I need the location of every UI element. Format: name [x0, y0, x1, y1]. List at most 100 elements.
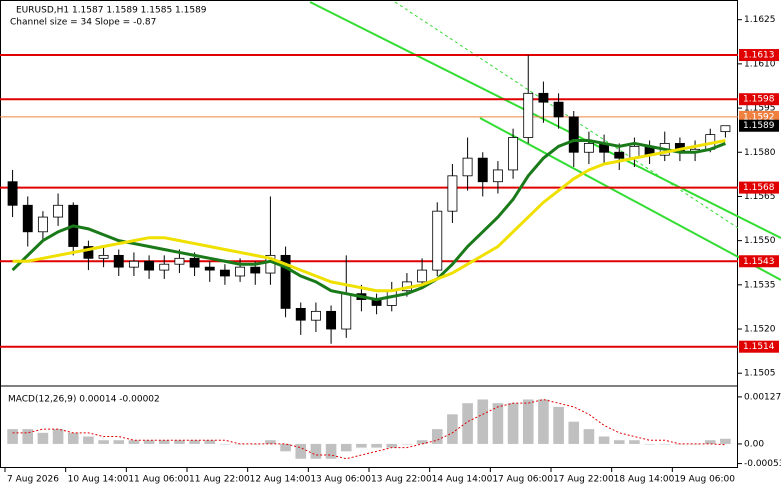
- candle-body: [432, 210, 443, 271]
- macd-bar: [447, 414, 458, 444]
- channel-mid: [394, 1, 739, 229]
- macd-bar: [431, 429, 443, 444]
- macd-bar: [295, 443, 307, 459]
- macd-bar: [310, 443, 322, 459]
- macd-bar: [189, 440, 200, 444]
- level-label-box: [739, 119, 779, 132]
- moving-average: [12, 138, 726, 293]
- macd-bar: [462, 403, 473, 444]
- moving-average: [11, 138, 726, 302]
- level-label: 1.1598: [743, 95, 775, 105]
- candle-body: [159, 263, 170, 271]
- candle-body: [7, 181, 18, 206]
- level-label-box: [739, 340, 779, 353]
- macd-bar: [583, 429, 595, 444]
- macd-bar: [113, 440, 125, 444]
- y-tick-label: -0.00053: [744, 459, 781, 469]
- macd-bar: [143, 440, 155, 444]
- candle-body: [280, 254, 291, 309]
- level-label: 1.1589: [743, 121, 775, 131]
- macd-bar: [356, 443, 367, 448]
- y-tick-label: 1.1580: [744, 148, 776, 158]
- y-tick-label: 1.1610: [744, 59, 776, 69]
- candle-body: [219, 269, 230, 277]
- y-tick-label: 0.00: [744, 439, 764, 449]
- candle-body: [553, 101, 564, 118]
- macd-bar: [98, 440, 109, 444]
- y-tick-label: 1.1505: [744, 369, 776, 379]
- candle-body: [22, 204, 33, 233]
- level-label: 1.1514: [743, 342, 775, 352]
- candle-body: [235, 266, 246, 277]
- channel-upper: [309, 1, 781, 239]
- y-tick-label: 0.00127: [744, 392, 781, 402]
- candle-body: [53, 204, 64, 218]
- candle-body: [417, 269, 428, 283]
- candle-body: [462, 157, 473, 177]
- candle-body: [614, 151, 625, 159]
- chart-subtitle: Channel size = 34 Slope = -0.87: [10, 18, 156, 28]
- macd-bar: [22, 429, 34, 444]
- macd-bar: [128, 440, 140, 444]
- candle-body: [341, 293, 352, 330]
- y-tick-label: 1.1565: [744, 192, 776, 202]
- candle-body: [128, 260, 139, 268]
- level-label-box: [739, 49, 779, 62]
- y-tick-label: 1.1520: [744, 325, 776, 335]
- candle-body: [37, 216, 48, 233]
- candle-body: [477, 157, 488, 183]
- x-tick-label: 10 Aug 14:00: [68, 475, 129, 485]
- x-tick-label: 11 Aug 22:00: [189, 475, 250, 485]
- candle-body: [583, 143, 594, 153]
- macd-bar: [704, 440, 716, 444]
- macd-bar: [265, 440, 276, 444]
- candle-body: [508, 137, 519, 171]
- candle-body: [189, 257, 200, 268]
- candle-body: [295, 307, 306, 321]
- macd-bar: [174, 440, 185, 444]
- x-tick-label: 11 Aug 06:00: [128, 475, 189, 485]
- candle-body: [83, 246, 94, 259]
- candle-body: [144, 260, 155, 271]
- x-tick-label: 18 Aug 14:00: [614, 475, 675, 485]
- macd-bar: [67, 432, 79, 444]
- y-tick-label: 1.1595: [744, 104, 776, 114]
- x-tick-label: 13 Aug 06:00: [310, 475, 371, 485]
- candle-body: [326, 310, 337, 330]
- macd-title: MACD(12,26,9) 0.00014 -0.00002: [8, 395, 160, 405]
- macd-bar: [416, 440, 428, 444]
- candle-body: [538, 92, 549, 103]
- level-label: 1.1568: [743, 183, 775, 193]
- y-tick-label: 1.1535: [744, 280, 776, 290]
- x-tick-label: 7 Aug 2026: [7, 475, 59, 485]
- macd-bar: [204, 440, 216, 444]
- candle-body: [447, 175, 458, 212]
- macd-bar: [629, 440, 640, 444]
- macd-bar: [401, 443, 413, 445]
- plot-frame: [0, 0, 738, 468]
- candle-body: [523, 92, 534, 138]
- chart-title: EURUSD,H1 1.1587 1.1589 1.1585 1.1589: [16, 6, 207, 16]
- macd-bar: [340, 443, 352, 452]
- macd-bar: [507, 403, 519, 444]
- candle-body: [113, 254, 124, 268]
- macd-bar: [598, 436, 610, 444]
- candle-body: [204, 266, 215, 271]
- x-tick-label: 17 Aug 22:00: [553, 475, 614, 485]
- level-label-box: [739, 93, 779, 106]
- macd-bar: [522, 399, 534, 444]
- macd-bar: [386, 443, 398, 448]
- macd-bar: [720, 438, 731, 444]
- x-tick-label: 13 Aug 22:00: [371, 475, 432, 485]
- macd-bar: [325, 443, 337, 459]
- level-label-box: [739, 181, 779, 194]
- macd-bar: [553, 406, 564, 444]
- macd-bar: [158, 440, 170, 444]
- macd-bar: [644, 443, 655, 445]
- candle-body: [492, 169, 503, 183]
- x-tick-label: 17 Aug 06:00: [492, 475, 553, 485]
- macd-bar: [37, 432, 49, 444]
- level-label: 1.1592: [743, 112, 775, 122]
- macd-bar: [477, 399, 489, 444]
